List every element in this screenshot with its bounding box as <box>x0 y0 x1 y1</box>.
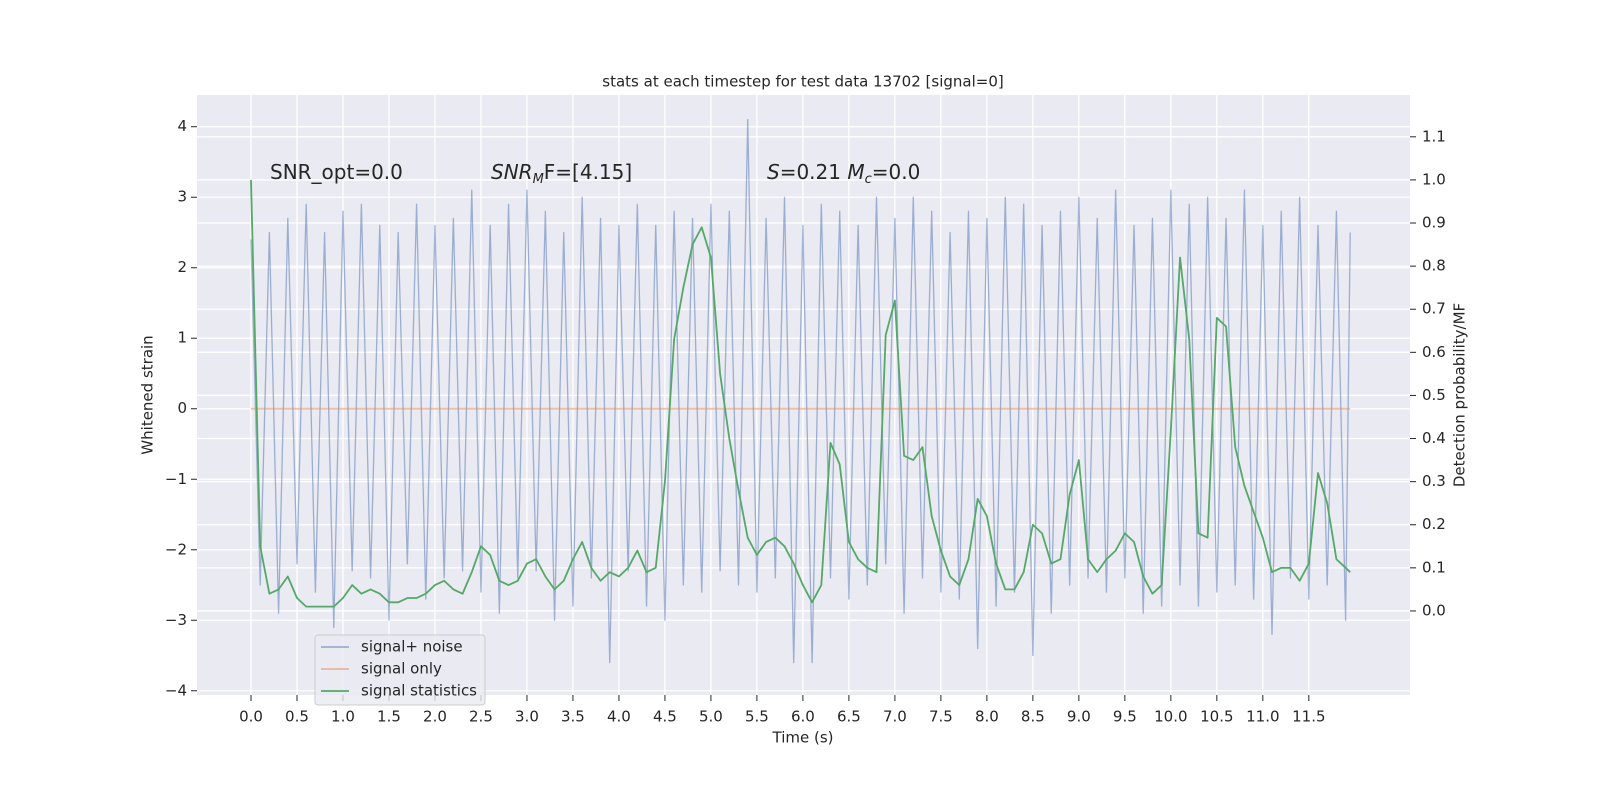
legend-label: signal only <box>361 660 442 678</box>
annotation-part: F=[4.15] <box>544 160 632 184</box>
y2-tick-label: 0.9 <box>1422 214 1446 232</box>
x-tick-label: 11.5 <box>1292 708 1325 726</box>
y2-tick-label: 0.2 <box>1422 515 1446 533</box>
annotation-part: c <box>865 172 872 187</box>
x-tick-label: 7.5 <box>929 708 953 726</box>
x-tick-label: 1.5 <box>377 708 401 726</box>
legend-box <box>314 634 486 706</box>
y-tick-label: −1 <box>165 470 187 488</box>
y2-tick-label: 0.8 <box>1422 257 1446 275</box>
annotation-part: SNR_opt=0.0 <box>270 160 403 184</box>
y-tick-label: −4 <box>165 681 187 699</box>
y2-tick-label: 0.6 <box>1422 343 1446 361</box>
y2-tick-label: 0.5 <box>1422 386 1446 404</box>
x-tick-label: 10.5 <box>1200 708 1233 726</box>
x-tick-label: 1.0 <box>331 708 355 726</box>
annotation-part: S <box>767 160 780 184</box>
x-tick-label: 8.0 <box>975 708 999 726</box>
y2-tick-label: 1.1 <box>1422 127 1446 145</box>
x-tick-label: 10.0 <box>1154 708 1187 726</box>
y2-tick-label: 0.0 <box>1422 601 1446 619</box>
annotation-part: =0.0 <box>872 160 921 184</box>
x-tick-label: 5.5 <box>745 708 769 726</box>
x-tick-label: 7.0 <box>883 708 907 726</box>
y-axis-label: Whitened strain <box>139 335 157 454</box>
y-tick-label: 4 <box>177 117 187 135</box>
y2-tick-label: 0.7 <box>1422 300 1446 318</box>
y-tick-label: −2 <box>165 540 187 558</box>
x-tick-label: 3.5 <box>561 708 585 726</box>
y-tick-label: 2 <box>177 258 187 276</box>
y2-tick-label: 0.1 <box>1422 558 1446 576</box>
annotation: S=0.21 Mc=0.0 <box>767 160 920 187</box>
y-tick-label: 0 <box>177 399 187 417</box>
annotation-part: M <box>847 160 864 184</box>
x-tick-label: 0.5 <box>285 708 309 726</box>
y-tick-label: 3 <box>177 188 187 206</box>
x-axis-label: Time (s) <box>772 729 834 747</box>
legend-label: signal+ noise <box>361 638 463 656</box>
x-tick-label: 4.0 <box>607 708 631 726</box>
chart-title: stats at each timestep for test data 137… <box>602 73 1003 91</box>
annotation-part: =0.21 <box>780 160 848 184</box>
x-tick-label: 4.5 <box>653 708 677 726</box>
y2-tick-label: 1.0 <box>1422 170 1446 188</box>
x-tick-label: 6.0 <box>791 708 815 726</box>
x-tick-label: 11.0 <box>1246 708 1279 726</box>
x-tick-label: 6.5 <box>837 708 861 726</box>
x-tick-label: 2.5 <box>469 708 493 726</box>
annotation-part: SNR <box>491 160 533 184</box>
x-tick-label: 5.0 <box>699 708 723 726</box>
x-tick-label: 3.0 <box>515 708 539 726</box>
y2-axis-label: Detection probability/MF <box>1451 303 1469 487</box>
series-line <box>250 119 1351 664</box>
annotation: SNRMF=[4.15] <box>491 160 632 187</box>
y-tick-label: −3 <box>165 611 187 629</box>
series-line <box>250 179 1351 608</box>
x-tick-label: 9.5 <box>1113 708 1137 726</box>
x-tick-label: 9.0 <box>1067 708 1091 726</box>
legend-label: signal statistics <box>361 682 477 700</box>
y-tick-label: 1 <box>177 329 187 347</box>
annotation: SNR_opt=0.0 <box>270 160 403 184</box>
y2-tick-label: 0.4 <box>1422 429 1446 447</box>
x-tick-label: 0.0 <box>239 708 263 726</box>
x-tick-label: 8.5 <box>1021 708 1045 726</box>
y2-tick-label: 0.3 <box>1422 472 1446 490</box>
x-tick-label: 2.0 <box>423 708 447 726</box>
annotation-part: M <box>533 172 544 187</box>
